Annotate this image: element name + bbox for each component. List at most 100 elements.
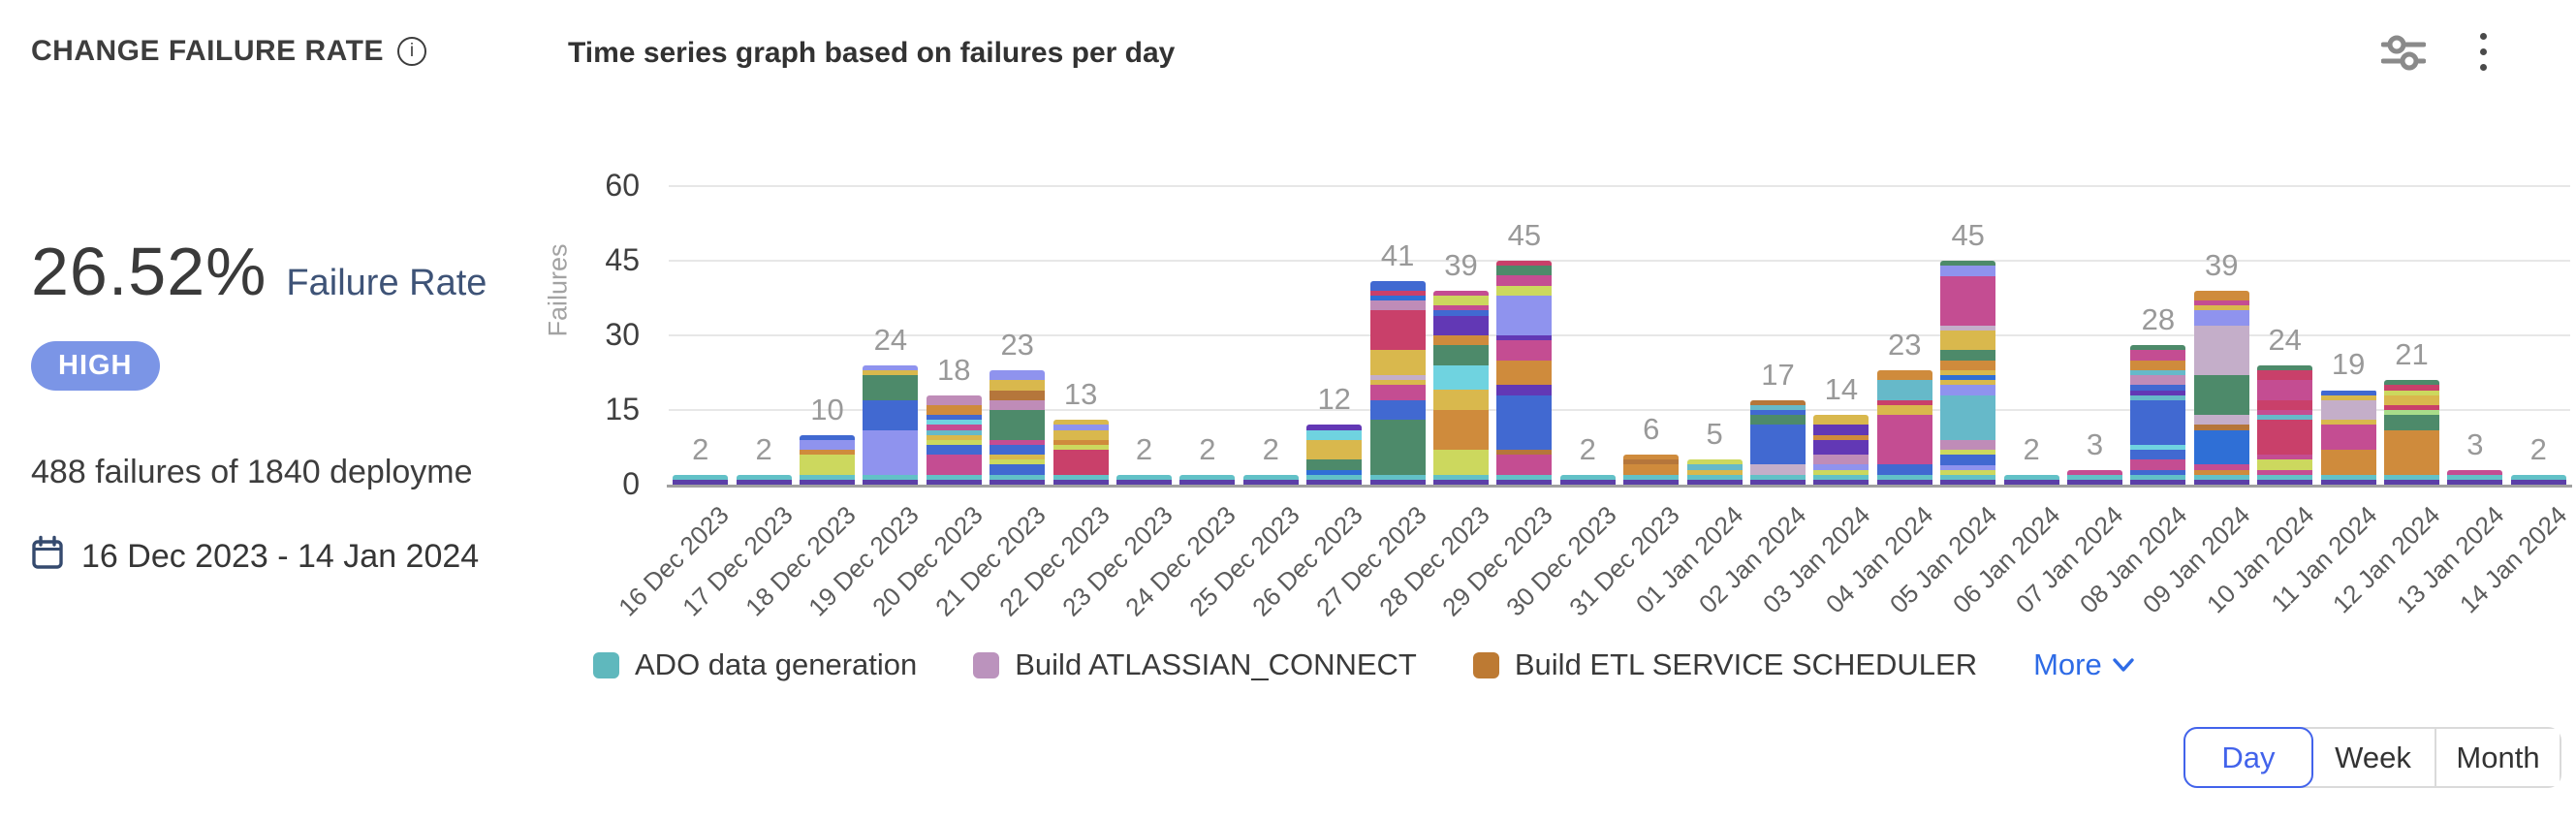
bar-segment: [1052, 429, 1109, 440]
bar-segment: [2193, 469, 2249, 475]
filter-sliders-icon[interactable]: [2381, 34, 2426, 71]
bar-segment: [1940, 385, 1996, 395]
bar-value-label: 24: [2268, 322, 2302, 357]
bar-segment: [1369, 380, 1426, 386]
bar-segment: [990, 455, 1046, 460]
bar-segment: [1940, 439, 1996, 451]
chart-bar-03-Jan-2024[interactable]: [1813, 415, 1869, 485]
chart-bar-28-Dec-2023[interactable]: [1433, 290, 1489, 485]
chart-bar-08-Jan-2024[interactable]: [2130, 345, 2186, 485]
bar-segment: [1369, 280, 1426, 291]
bar-segment: [926, 429, 982, 435]
chart-bar-17-Dec-2023[interactable]: [736, 474, 792, 485]
bar-segment: [926, 434, 982, 440]
bar-segment: [2384, 385, 2439, 391]
bar-segment: [926, 455, 982, 475]
bar-segment: [1433, 295, 1489, 306]
bar-segment: [1496, 296, 1553, 336]
bar-value-label: 39: [1444, 247, 1478, 282]
legend-more-link[interactable]: More: [2033, 647, 2135, 682]
chart-bar-21-Dec-2023[interactable]: [990, 369, 1046, 485]
bar-value-label: 18: [937, 352, 971, 387]
chart-bar-14-Jan-2024[interactable]: [2510, 474, 2566, 485]
bar-segment: [2447, 474, 2503, 480]
chart-bar-24-Dec-2023[interactable]: [1179, 474, 1236, 485]
chart-bar-16-Dec-2023[interactable]: [673, 474, 729, 485]
chart-bar-05-Jan-2024[interactable]: [1940, 261, 1996, 485]
chart-bar-09-Jan-2024[interactable]: [2193, 290, 2249, 485]
bar-segment: [2130, 399, 2186, 445]
tab-month[interactable]: Month: [2436, 729, 2560, 786]
chart-bar-26-Dec-2023[interactable]: [1306, 425, 1363, 485]
chart-bar-19-Dec-2023[interactable]: [863, 364, 919, 485]
bar-segment: [1686, 464, 1743, 470]
chart-bar-20-Dec-2023[interactable]: [926, 394, 982, 485]
bar-segment: [1496, 385, 1553, 395]
tab-day[interactable]: Day: [2183, 727, 2313, 788]
legend-swatch: [1472, 651, 1499, 678]
bar-segment: [1940, 375, 1996, 381]
bar-segment: [1876, 464, 1932, 475]
chart-bar-29-Dec-2023[interactable]: [1496, 261, 1553, 485]
bar-value-label: 23: [1000, 327, 1034, 362]
bar-segment: [990, 474, 1046, 480]
bar-segment: [1940, 380, 1996, 386]
bar-segment: [1369, 420, 1426, 475]
chart-bar-31-Dec-2023[interactable]: [1623, 455, 1680, 485]
bar-segment: [1940, 469, 1996, 475]
bar-segment: [1623, 474, 1680, 480]
chart-bar-18-Dec-2023[interactable]: [800, 434, 855, 485]
chart-bar-10-Jan-2024[interactable]: [2257, 364, 2313, 485]
bar-segment: [1876, 474, 1932, 480]
chart-bar-12-Jan-2024[interactable]: [2384, 380, 2439, 485]
chart-bar-11-Jan-2024[interactable]: [2320, 390, 2376, 485]
chart-bar-23-Dec-2023[interactable]: [1116, 474, 1172, 485]
bar-segment: [1876, 415, 1932, 465]
bar-segment: [1496, 335, 1553, 341]
x-axis-line: [667, 485, 2572, 488]
bar-segment: [926, 474, 982, 480]
bar-segment: [1369, 350, 1426, 376]
bar-segment: [1940, 394, 1996, 440]
bar-segment: [1369, 474, 1426, 480]
chart-bar-04-Jan-2024[interactable]: [1876, 369, 1932, 485]
bar-value-label: 17: [1761, 357, 1795, 392]
chart-bar-01-Jan-2024[interactable]: [1686, 459, 1743, 485]
bar-segment: [926, 479, 982, 485]
bar-segment: [2320, 425, 2376, 451]
bar-value-label: 28: [2141, 302, 2176, 337]
bar-segment: [990, 459, 1046, 465]
bar-segment: [1052, 425, 1109, 430]
chart-bar-06-Jan-2024[interactable]: [2003, 474, 2059, 485]
chart-bar-07-Jan-2024[interactable]: [2067, 469, 2122, 485]
bar-segment: [2257, 380, 2313, 400]
bar-segment: [1559, 474, 1616, 480]
chart-bar-22-Dec-2023[interactable]: [1052, 420, 1109, 485]
bar-segment: [2193, 290, 2249, 301]
chart-bar-13-Jan-2024[interactable]: [2447, 469, 2503, 485]
bar-segment: [1116, 479, 1172, 485]
legend-item[interactable]: ADO data generation: [593, 647, 917, 682]
gridline: [669, 260, 2570, 262]
info-icon[interactable]: i: [396, 37, 426, 66]
bar-segment: [1496, 474, 1553, 480]
tab-week[interactable]: Week: [2311, 729, 2436, 786]
bar-segment: [1813, 464, 1869, 470]
kebab-menu-icon[interactable]: [2476, 29, 2491, 75]
chart-bar-02-Jan-2024[interactable]: [1750, 399, 1806, 485]
chart-bar-30-Dec-2023[interactable]: [1559, 474, 1616, 485]
bar-segment: [2130, 479, 2186, 485]
y-axis-tick: 15: [605, 392, 640, 426]
legend-item[interactable]: Build ATLASSIAN_CONNECT: [973, 647, 1417, 682]
granularity-toggle: Day Week Month: [2183, 727, 2561, 788]
bar-segment: [926, 415, 982, 421]
bar-value-label: 19: [2331, 347, 2366, 382]
legend-item[interactable]: Build ETL SERVICE SCHEDULER: [1472, 647, 1977, 682]
chart-bar-25-Dec-2023[interactable]: [1242, 474, 1299, 485]
bar-segment: [863, 399, 919, 430]
bar-segment: [1369, 290, 1426, 296]
bar-segment: [1623, 464, 1680, 475]
bar-segment: [2067, 474, 2122, 480]
bar-segment: [1750, 474, 1806, 480]
chart-bar-27-Dec-2023[interactable]: [1369, 280, 1426, 485]
